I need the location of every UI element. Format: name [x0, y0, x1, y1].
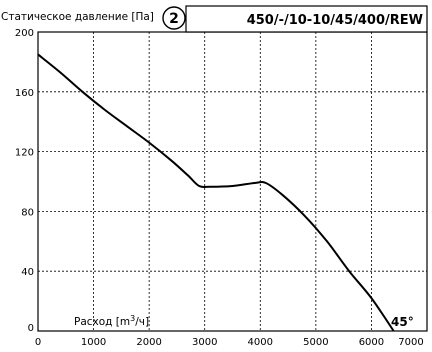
title-box: [185, 5, 428, 33]
badge-number: 2: [169, 11, 179, 27]
x-tick-label-2000: 2000: [136, 337, 161, 348]
x-axis-label-sup: 3: [130, 314, 135, 323]
x-tick-label-3000: 3000: [192, 337, 217, 348]
badge-circle: [162, 6, 186, 30]
plot-background: [38, 32, 427, 331]
y-tick-label-160: 160: [15, 88, 34, 99]
x-tick-labels: 0 1000 2000 3000 4000 5000 6000 7000: [35, 337, 424, 348]
series-label-45: 45°: [391, 315, 414, 329]
x-tick-label-0: 0: [35, 337, 41, 348]
x-axis-label-prefix: Расход [m: [74, 316, 130, 328]
x-tick-label-6000: 6000: [359, 337, 384, 348]
y-tick-label-200: 200: [15, 28, 34, 39]
x-tick-label-1000: 1000: [81, 337, 106, 348]
y-tick-label-120: 120: [15, 148, 34, 159]
x-tick-label-4000: 4000: [248, 337, 273, 348]
x-axis-label-suffix: /ч]: [135, 316, 149, 328]
x-tick-label-7000: 7000: [398, 337, 423, 348]
x-tick-label-5000: 5000: [303, 337, 328, 348]
y-tick-labels: 0 40 80 120 160 200: [15, 28, 34, 334]
y-tick-label-80: 80: [21, 207, 34, 218]
y-tick-label-0: 0: [28, 323, 34, 334]
y-tick-label-40: 40: [21, 267, 34, 278]
y-axis-label: Статическое давление [Па]: [1, 11, 154, 23]
series-curve-45: [37, 53, 395, 332]
x-axis-label: Расход [m3/ч]: [74, 314, 149, 328]
chart-title: 450/-/10-10/45/400/REW: [247, 13, 423, 28]
